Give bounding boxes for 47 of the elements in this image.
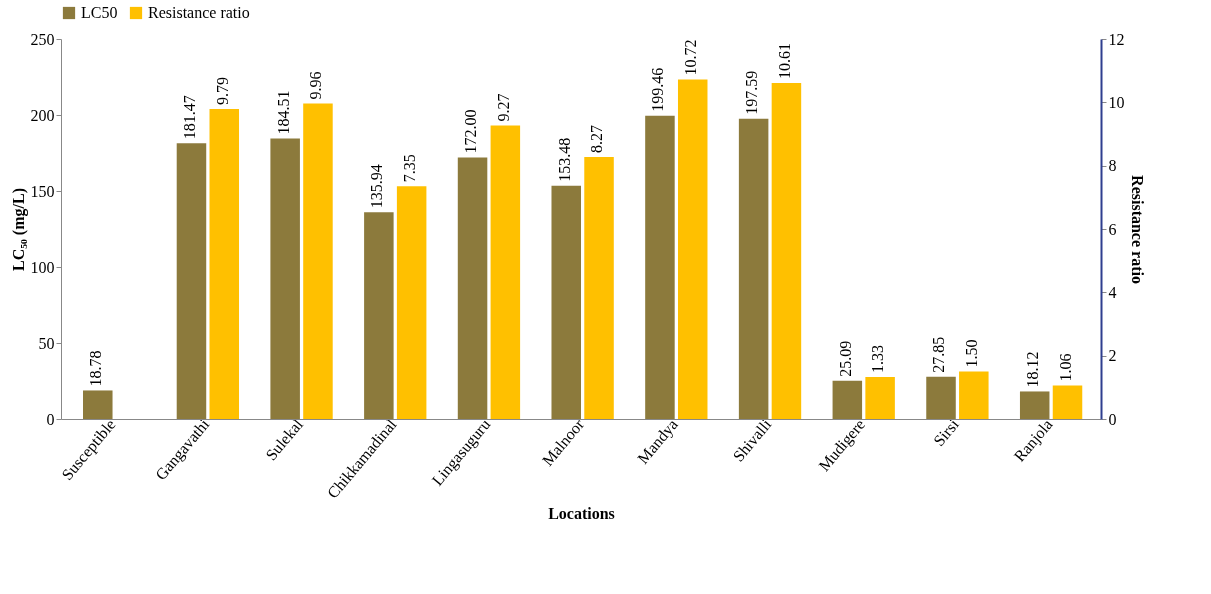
data-label: 1.33 [869, 344, 887, 373]
y-tick-label: 100 [30, 258, 55, 276]
data-label: 135.94 [368, 164, 386, 209]
data-label: 27.85 [930, 336, 948, 373]
x-axis-title: Locations [548, 504, 615, 522]
data-label: 1.50 [963, 339, 981, 368]
bar [303, 103, 333, 419]
data-label: 9.79 [213, 76, 231, 105]
y-tick-label: 150 [30, 182, 55, 200]
legend-label: Resistance ratio [148, 4, 250, 21]
y-tick-label: 50 [38, 334, 55, 352]
data-label: 18.78 [87, 350, 105, 387]
data-label: 25.09 [836, 340, 854, 377]
data-label: 184.51 [274, 90, 292, 135]
data-label: 10.61 [775, 43, 793, 80]
data-label: 18.12 [1024, 351, 1042, 388]
data-label: 181.47 [180, 95, 198, 140]
y2-tick-label: 12 [1108, 30, 1125, 48]
y-tick-label: 200 [30, 106, 55, 124]
y-tick-label: 250 [30, 30, 55, 48]
y2-tick-label: 0 [1108, 410, 1117, 428]
bar [584, 157, 614, 419]
data-label: 9.96 [307, 71, 325, 100]
data-label: 9.27 [494, 93, 512, 122]
bar [959, 371, 989, 419]
data-label: 7.35 [401, 154, 419, 183]
y2-tick-label: 6 [1108, 220, 1117, 238]
y2-tick-label: 8 [1108, 157, 1117, 175]
legend-label: LC50 [81, 4, 118, 21]
data-label: 8.27 [588, 125, 606, 154]
data-label: 10.72 [682, 39, 700, 76]
bar [83, 390, 113, 419]
y2-tick-label: 2 [1108, 347, 1117, 365]
x-tick-label: Sirsi [930, 415, 963, 450]
bar [926, 376, 956, 419]
y2-tick-label: 4 [1108, 283, 1117, 301]
data-label: 199.46 [649, 67, 667, 112]
data-label: 153.48 [555, 137, 573, 182]
y-tick-label: 0 [46, 410, 55, 428]
y2-axis-title: Resistance ratio [1128, 175, 1146, 284]
y-axis-title: LC₅₀ (mg/L) [9, 188, 28, 271]
data-label: 197.59 [742, 70, 760, 115]
bar [270, 138, 300, 419]
data-label: 172.00 [461, 109, 479, 154]
data-label: 1.06 [1056, 353, 1074, 382]
y2-tick-label: 10 [1108, 93, 1125, 111]
bar [551, 185, 581, 419]
